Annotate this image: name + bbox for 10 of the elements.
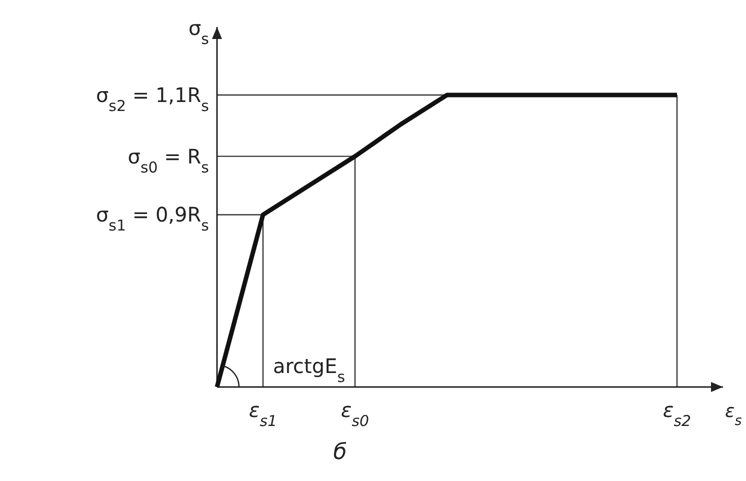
text: б [333,440,347,465]
x-tick-label: ε$_{s0}$ [340,398,370,430]
text: σ$_{s0}$ = R$_{s}$ [128,144,210,176]
x-axis-title: ε$_{s}$ [725,401,742,429]
annotation: arctgE$_{s}$ [273,354,346,386]
x-tick-label: ε$_{s1}$ [248,398,278,430]
x-tick-label: ε$_{s2}$ [662,398,692,430]
y-axis-title: σ$_{s}$ [188,16,210,48]
text: σ$_{s2}$ = 1,1R$_{s}$ [96,83,210,115]
text: σ$_{s1}$ = 0,9R$_{s}$ [96,202,210,235]
